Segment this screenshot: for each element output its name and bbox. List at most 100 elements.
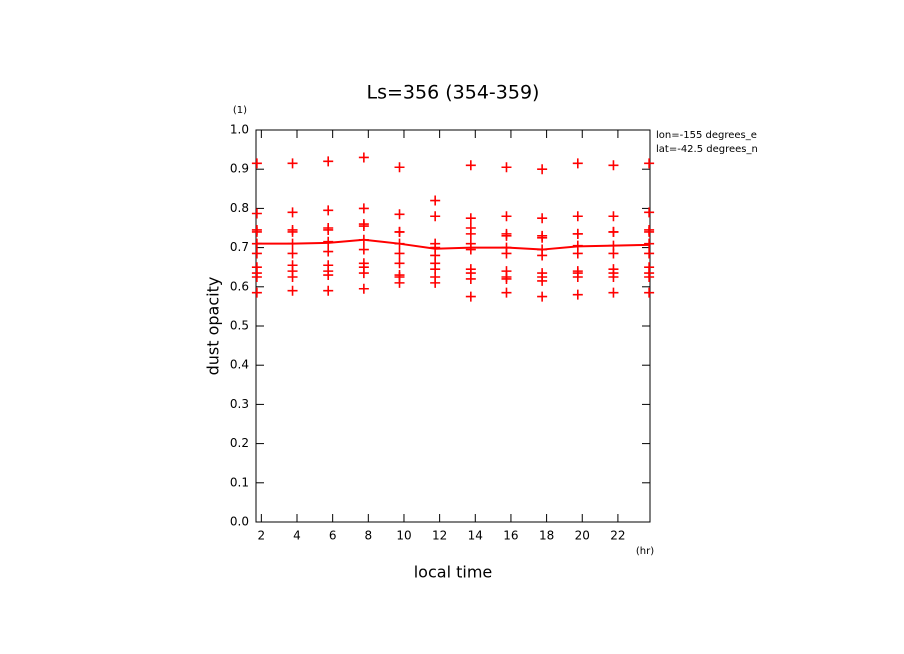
point — [465, 291, 476, 302]
point — [323, 205, 334, 216]
point — [430, 211, 441, 222]
x-tick-label: 2 — [258, 529, 266, 543]
point — [608, 160, 619, 171]
point — [394, 258, 405, 269]
point — [644, 272, 655, 282]
y-axis-label: dust opacity — [204, 277, 223, 376]
point — [251, 287, 262, 298]
annotation: lat=-42.5 degrees_n — [656, 144, 758, 155]
point — [323, 270, 334, 281]
point — [394, 162, 405, 173]
point — [644, 287, 655, 298]
point — [394, 209, 405, 220]
point — [501, 287, 512, 298]
x-tick-label: 12 — [432, 529, 447, 543]
point — [501, 162, 512, 173]
point — [501, 211, 512, 222]
point — [608, 287, 619, 298]
point — [572, 211, 583, 222]
point — [501, 273, 512, 284]
y-tick-label: 0.7 — [230, 240, 249, 254]
point — [287, 158, 298, 169]
point — [358, 283, 369, 294]
point — [608, 226, 619, 237]
point — [644, 248, 655, 259]
x-tick-label: 8 — [364, 529, 372, 543]
point — [608, 272, 619, 282]
point — [323, 285, 334, 296]
plot-frame — [255, 129, 651, 523]
point — [501, 230, 512, 241]
chart-title: Ls=356 (354-359) — [367, 82, 540, 104]
point — [323, 224, 334, 235]
y-tick-label: 0.8 — [230, 201, 249, 215]
x-tick-label: 6 — [329, 529, 337, 543]
annotation: lon=-155 degrees_e — [656, 130, 757, 141]
point — [572, 272, 583, 282]
y-tick-label: 0.9 — [230, 162, 249, 176]
point — [537, 275, 548, 286]
point — [358, 244, 369, 255]
x-tick-label: 20 — [575, 529, 590, 543]
point — [572, 158, 583, 169]
point — [537, 164, 548, 175]
x-tick-label: 4 — [293, 529, 301, 543]
x-tick-label: 10 — [396, 529, 411, 543]
point — [323, 156, 334, 167]
point — [251, 226, 262, 237]
point — [572, 248, 583, 259]
point — [358, 203, 369, 214]
point — [394, 226, 405, 237]
y-tick-label: 0.5 — [230, 319, 249, 333]
point — [358, 268, 369, 279]
x-tick-label: 22 — [610, 529, 625, 543]
point — [430, 195, 441, 206]
point — [537, 291, 548, 302]
point — [465, 244, 476, 255]
point — [358, 221, 369, 232]
point — [287, 272, 298, 282]
point — [465, 273, 476, 284]
y-tick-label: 0.4 — [230, 358, 249, 372]
point — [287, 285, 298, 296]
point — [394, 248, 405, 259]
point — [465, 213, 476, 224]
x-axis-label: local time — [414, 563, 493, 582]
point — [644, 238, 655, 249]
point — [572, 228, 583, 239]
point — [501, 248, 512, 259]
y-unit: (1) — [233, 105, 247, 116]
point — [251, 208, 262, 219]
point — [465, 160, 476, 171]
y-tick-label: 0.3 — [230, 397, 249, 411]
y-tick-label: 0.1 — [230, 475, 249, 489]
point — [287, 207, 298, 218]
x-unit: (hr) — [636, 546, 654, 557]
point — [537, 250, 548, 261]
y-tick-label: 0.2 — [230, 436, 249, 450]
x-tick-label: 16 — [503, 529, 518, 543]
point — [537, 213, 548, 224]
y-tick-label: 0.6 — [230, 279, 249, 293]
point — [537, 232, 548, 243]
point — [287, 248, 298, 259]
y-tick-label: 0.0 — [230, 515, 249, 529]
point — [644, 207, 655, 218]
point — [644, 226, 655, 237]
point — [251, 272, 262, 282]
point — [430, 277, 441, 288]
point — [251, 158, 262, 169]
mean-line — [256, 238, 650, 251]
point — [465, 228, 476, 239]
point — [608, 211, 619, 222]
x-tick-label: 18 — [539, 529, 554, 543]
point — [287, 226, 298, 237]
point — [608, 248, 619, 259]
x-tick-label: 14 — [468, 529, 483, 543]
annotations: lon=-155 degrees_e lat=-42.5 degrees_n — [656, 130, 758, 155]
point — [394, 277, 405, 288]
point — [358, 152, 369, 163]
point — [644, 158, 655, 169]
